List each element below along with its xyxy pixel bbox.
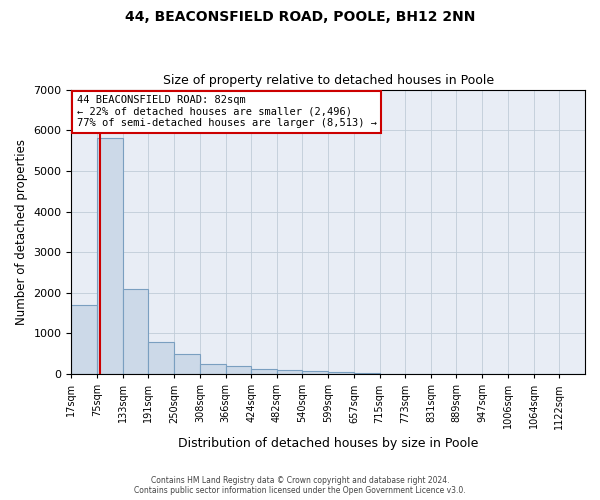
Bar xyxy=(302,372,328,374)
Y-axis label: Number of detached properties: Number of detached properties xyxy=(15,139,28,325)
Bar xyxy=(251,370,277,374)
Text: 44, BEACONSFIELD ROAD, POOLE, BH12 2NN: 44, BEACONSFIELD ROAD, POOLE, BH12 2NN xyxy=(125,10,475,24)
Text: Contains HM Land Registry data © Crown copyright and database right 2024.
Contai: Contains HM Land Registry data © Crown c… xyxy=(134,476,466,495)
Bar xyxy=(226,366,251,374)
Bar xyxy=(97,138,122,374)
Title: Size of property relative to detached houses in Poole: Size of property relative to detached ho… xyxy=(163,74,494,87)
Bar xyxy=(277,370,302,374)
Bar xyxy=(354,373,380,374)
Bar xyxy=(148,342,174,374)
Text: 44 BEACONSFIELD ROAD: 82sqm
← 22% of detached houses are smaller (2,496)
77% of : 44 BEACONSFIELD ROAD: 82sqm ← 22% of det… xyxy=(77,95,377,128)
X-axis label: Distribution of detached houses by size in Poole: Distribution of detached houses by size … xyxy=(178,437,478,450)
Bar xyxy=(328,372,354,374)
Bar xyxy=(200,364,226,374)
Bar xyxy=(174,354,200,374)
Bar xyxy=(71,305,97,374)
Bar xyxy=(122,289,148,374)
